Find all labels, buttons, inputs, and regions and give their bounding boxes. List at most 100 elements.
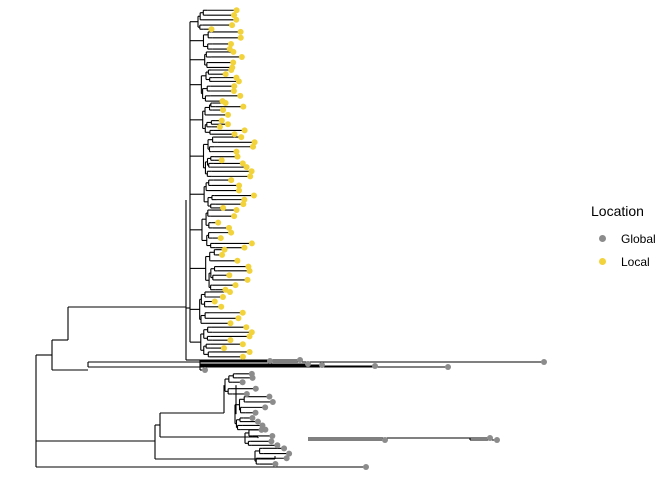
tree-tip-local bbox=[248, 240, 255, 247]
tree-tip-local bbox=[229, 22, 236, 29]
tree-tip-global bbox=[372, 363, 378, 369]
tree-tip-local bbox=[234, 153, 241, 160]
tree-tip-local bbox=[246, 333, 253, 340]
tree-tip-local bbox=[216, 123, 223, 130]
tree-tip-local bbox=[233, 207, 240, 214]
tree-tip-global bbox=[202, 367, 208, 373]
tree-tip-local bbox=[246, 348, 253, 355]
tree-tip-global bbox=[268, 438, 275, 445]
tree-tip-local bbox=[247, 173, 254, 180]
tree-tip-local bbox=[217, 235, 224, 242]
tree-tip-global bbox=[249, 414, 256, 421]
tree-tip-local bbox=[215, 219, 222, 226]
tree-tip-local bbox=[219, 293, 226, 300]
tree-tip-local bbox=[227, 320, 234, 327]
tree-tip-local bbox=[233, 16, 240, 23]
legend-item-local: Local bbox=[591, 250, 671, 273]
tree-tip-local bbox=[211, 298, 218, 305]
legend-title: Location bbox=[591, 203, 644, 219]
tree-tip-global bbox=[258, 426, 265, 433]
tree-tip-global bbox=[487, 435, 493, 441]
tree-tip-local bbox=[237, 92, 244, 99]
tree-tip-local bbox=[230, 87, 237, 94]
tree-tip-local bbox=[233, 7, 240, 14]
tree-tip-local bbox=[231, 131, 238, 138]
tree-tip-local bbox=[228, 177, 235, 184]
tree-tip-local bbox=[208, 26, 215, 33]
tree-tip-global bbox=[494, 437, 500, 443]
tree-tip-local bbox=[246, 267, 253, 274]
tree-tip-local bbox=[248, 168, 255, 175]
tree-tip-local bbox=[226, 224, 233, 231]
tree-tip-local bbox=[221, 246, 228, 253]
tree-tip-local bbox=[244, 276, 251, 283]
tree-tip-local bbox=[250, 192, 257, 199]
tree-tip-global bbox=[319, 362, 325, 368]
tree-tip-local bbox=[224, 121, 231, 128]
tree-tip-local bbox=[236, 182, 243, 189]
tree-tip-local bbox=[237, 34, 244, 41]
tree-tip-global bbox=[283, 455, 290, 462]
tree-tip-global bbox=[262, 404, 269, 411]
tree-tip-local bbox=[239, 309, 246, 316]
tree-tip-local bbox=[230, 48, 237, 55]
tree-tip-local bbox=[222, 71, 229, 78]
tree-tip-local bbox=[241, 127, 248, 134]
tree-tip-local bbox=[243, 164, 250, 171]
tree-tip-local bbox=[231, 12, 238, 19]
tree-tip-local bbox=[231, 213, 238, 220]
legend-item-global: Global bbox=[591, 227, 671, 250]
tree-tip-local bbox=[231, 83, 238, 90]
tree-tip-global bbox=[252, 385, 259, 392]
tree-tip-local bbox=[218, 157, 225, 164]
tree-tip-global bbox=[269, 398, 276, 405]
tree-tip-local bbox=[239, 160, 246, 167]
tree-tip-local bbox=[226, 272, 233, 279]
tree-tip-local bbox=[218, 303, 225, 310]
tree-tip-local bbox=[238, 53, 245, 60]
tree-tip-global bbox=[445, 364, 451, 370]
legend-label-global: Global bbox=[621, 231, 656, 246]
tree-tip-local bbox=[232, 282, 239, 289]
tree-tip-global bbox=[239, 379, 246, 386]
tree-tip-local bbox=[219, 251, 226, 258]
tree-tip-global bbox=[297, 357, 303, 363]
legend: Location Global Local bbox=[591, 203, 671, 273]
tree-tip-global bbox=[249, 374, 256, 381]
tree-tip-global bbox=[281, 445, 288, 452]
legend-label-local: Local bbox=[621, 254, 650, 269]
tree-tip-local bbox=[239, 353, 246, 360]
legend-key-global bbox=[599, 235, 606, 242]
tree-tip-local bbox=[235, 315, 242, 322]
tree-tip-local bbox=[225, 111, 232, 118]
tree-tip-local bbox=[240, 201, 247, 208]
tree-tip-global bbox=[254, 418, 261, 425]
tree-tip-global bbox=[274, 442, 281, 449]
tree-tip-local bbox=[222, 100, 229, 107]
tree-tip-local bbox=[238, 134, 245, 141]
tree-tip-local bbox=[220, 204, 227, 211]
tree-tip-local bbox=[243, 324, 250, 331]
tree-tip-local bbox=[234, 257, 241, 264]
tree-tip-local bbox=[233, 148, 240, 155]
tree-tip-local bbox=[218, 117, 225, 124]
tree-tip-local bbox=[240, 103, 247, 110]
tree-tip-local bbox=[227, 337, 234, 344]
tree-tip-local bbox=[241, 244, 248, 251]
tree-tip-global bbox=[541, 359, 547, 365]
tree-tip-local bbox=[239, 341, 246, 348]
tree-tip-local bbox=[250, 143, 257, 150]
tree-tip-global bbox=[305, 361, 311, 367]
tree-tip-global bbox=[269, 432, 276, 439]
tree-tips bbox=[202, 7, 547, 470]
tree-tip-local bbox=[236, 187, 243, 194]
tree-tip-global bbox=[272, 461, 279, 468]
tree-tip-local bbox=[220, 345, 227, 352]
tree-tip-local bbox=[237, 28, 244, 35]
tree-tip-global bbox=[243, 390, 250, 397]
tree-tip-local bbox=[228, 229, 235, 236]
tree-tip-global bbox=[252, 409, 259, 416]
tree-tip-local bbox=[220, 107, 227, 114]
tree-tip-global bbox=[363, 464, 369, 470]
